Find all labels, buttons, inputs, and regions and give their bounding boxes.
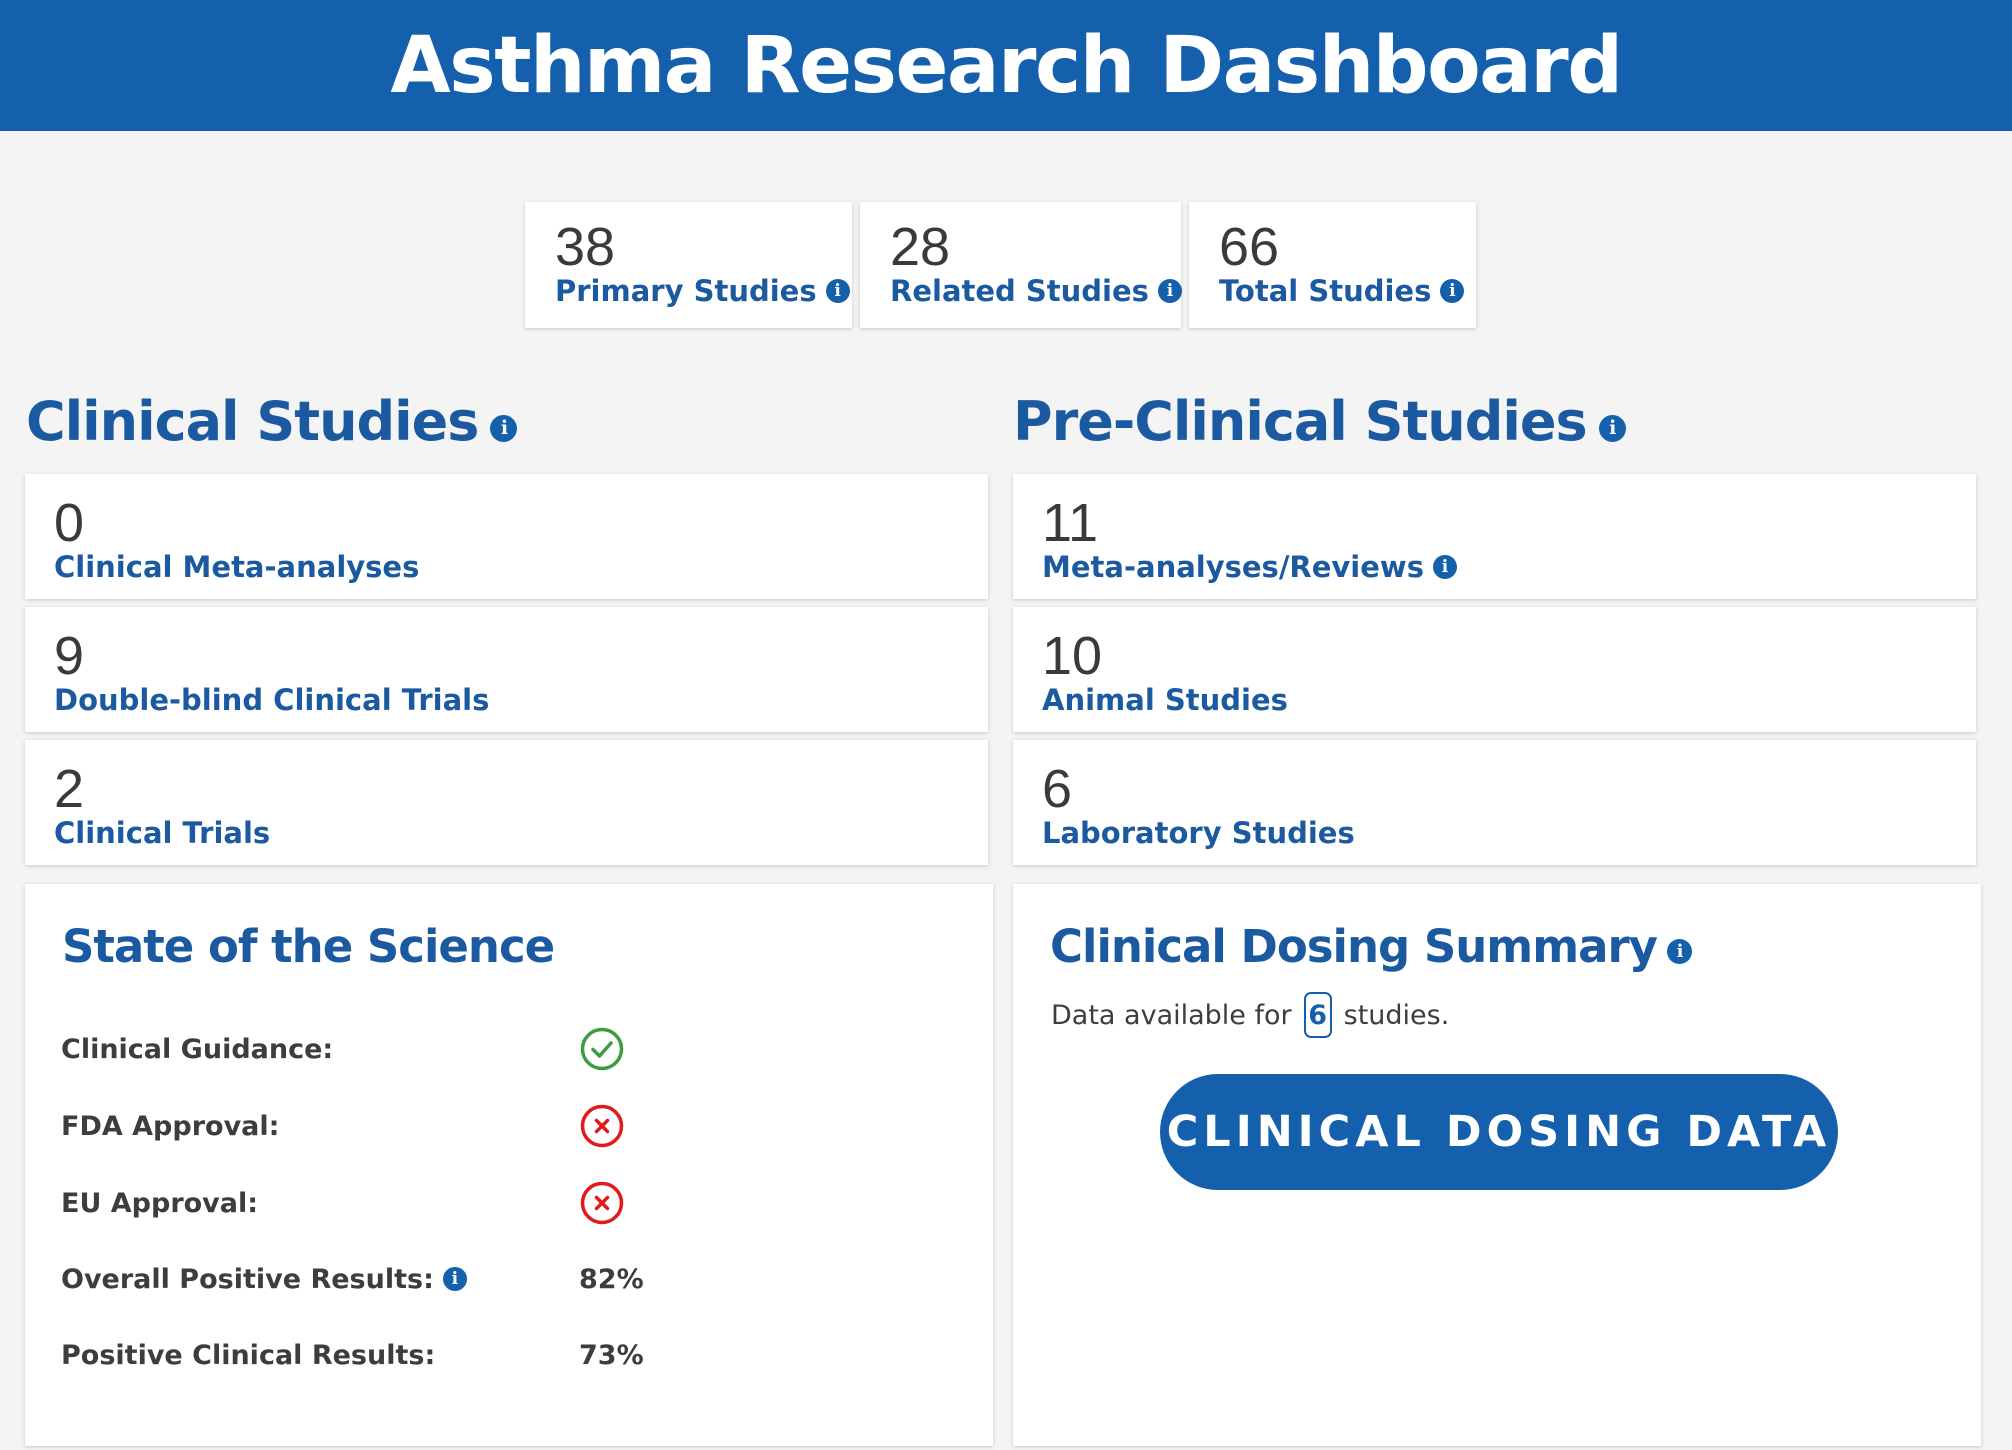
overall-positive-value: 82% <box>579 1263 644 1295</box>
clinical-trials-label: Clinical Trials <box>54 816 271 850</box>
primary-studies-count: 38 <box>555 217 616 277</box>
data-available-prefix: Data available for <box>1051 999 1292 1031</box>
fda-approval-label: FDA Approval: <box>61 1110 280 1142</box>
meta-analyses-reviews-label: Meta-analyses/Reviews <box>1042 550 1424 584</box>
info-icon[interactable]: i <box>1157 279 1182 303</box>
related-studies-label-row: Related Studies i <box>890 274 1182 308</box>
clinical-meta-analyses-card[interactable]: 0 Clinical Meta-analyses <box>25 474 988 599</box>
fda-approval-row: FDA Approval: <box>61 1103 961 1149</box>
laboratory-studies-count: 6 <box>1042 759 1073 819</box>
double-blind-trials-card[interactable]: 9 Double-blind Clinical Trials <box>25 607 988 732</box>
data-available-text: Data available for 6 studies. <box>1051 992 1449 1038</box>
primary-studies-label-row: Primary Studies i <box>555 274 852 308</box>
page-header: Asthma Research Dashboard <box>0 0 2012 131</box>
overall-positive-row: Overall Positive Results: i 82% <box>61 1256 961 1302</box>
eu-approval-row: EU Approval: <box>61 1180 961 1226</box>
overall-positive-label: Overall Positive Results: <box>61 1263 434 1295</box>
laboratory-studies-card[interactable]: 6 Laboratory Studies <box>1013 740 1976 865</box>
data-available-suffix: studies. <box>1343 999 1450 1031</box>
clinical-meta-analyses-label: Clinical Meta-analyses <box>54 550 420 584</box>
animal-studies-label: Animal Studies <box>1042 683 1288 717</box>
page-title: Asthma Research Dashboard <box>390 20 1623 111</box>
clinical-meta-analyses-count: 0 <box>54 493 85 553</box>
meta-analyses-reviews-label-row: Meta-analyses/Reviews i <box>1042 550 1976 584</box>
related-studies-count: 28 <box>890 217 951 277</box>
animal-studies-count: 10 <box>1042 626 1103 686</box>
clinical-dosing-title: Clinical Dosing Summary <box>1050 920 1658 973</box>
clinical-guidance-label: Clinical Guidance: <box>61 1033 334 1065</box>
laboratory-studies-label: Laboratory Studies <box>1042 816 1355 850</box>
positive-clinical-row: Positive Clinical Results: 73% <box>61 1332 961 1378</box>
info-icon[interactable]: i <box>1666 939 1692 964</box>
info-icon[interactable]: i <box>825 279 850 303</box>
summary-card-total-studies[interactable]: 66 Total Studies i <box>1189 202 1476 328</box>
clinical-studies-heading: Clinical Studies i <box>26 390 518 453</box>
check-icon <box>580 1027 624 1071</box>
overall-positive-label-row: Overall Positive Results: i <box>61 1264 467 1295</box>
meta-analyses-reviews-card[interactable]: 11 Meta-analyses/Reviews i <box>1013 474 1976 599</box>
clinical-guidance-row: Clinical Guidance: <box>61 1026 961 1072</box>
positive-clinical-label: Positive Clinical Results: <box>61 1339 436 1371</box>
primary-studies-label: Primary Studies <box>555 274 817 308</box>
preclinical-studies-heading: Pre-Clinical Studies i <box>1013 390 1626 453</box>
clinical-studies-title: Clinical Studies <box>26 390 479 453</box>
x-icon <box>580 1104 624 1148</box>
info-icon[interactable]: i <box>1598 415 1626 442</box>
summary-card-related-studies[interactable]: 28 Related Studies i <box>860 202 1182 328</box>
clinical-trials-count: 2 <box>54 759 85 819</box>
double-blind-trials-count: 9 <box>54 626 85 686</box>
total-studies-label: Total Studies <box>1219 274 1432 308</box>
double-blind-trials-label: Double-blind Clinical Trials <box>54 683 490 717</box>
total-studies-label-row: Total Studies i <box>1219 274 1476 308</box>
state-of-science-panel: State of the Science Clinical Guidance: … <box>25 884 993 1446</box>
total-studies-count: 66 <box>1219 217 1280 277</box>
summary-card-primary-studies[interactable]: 38 Primary Studies i <box>525 202 852 328</box>
eu-approval-label: EU Approval: <box>61 1187 259 1219</box>
clinical-dosing-panel: Clinical Dosing Summary i Data available… <box>1013 884 1981 1446</box>
clinical-dosing-heading: Clinical Dosing Summary i <box>1050 920 1692 973</box>
info-icon[interactable]: i <box>490 415 518 442</box>
info-icon[interactable]: i <box>1432 555 1457 579</box>
positive-clinical-value: 73% <box>579 1339 644 1371</box>
info-icon[interactable]: i <box>442 1267 467 1291</box>
related-studies-label: Related Studies <box>890 274 1149 308</box>
meta-analyses-reviews-count: 11 <box>1042 493 1099 553</box>
state-of-science-title: State of the Science <box>62 920 555 973</box>
x-icon <box>580 1181 624 1225</box>
info-icon[interactable]: i <box>1440 279 1465 303</box>
preclinical-studies-title: Pre-Clinical Studies <box>1013 390 1588 453</box>
animal-studies-card[interactable]: 10 Animal Studies <box>1013 607 1976 732</box>
dosing-study-count-badge[interactable]: 6 <box>1303 992 1332 1038</box>
clinical-dosing-data-button[interactable]: CLINICAL DOSING DATA <box>1160 1074 1838 1190</box>
clinical-trials-card[interactable]: 2 Clinical Trials <box>25 740 988 865</box>
